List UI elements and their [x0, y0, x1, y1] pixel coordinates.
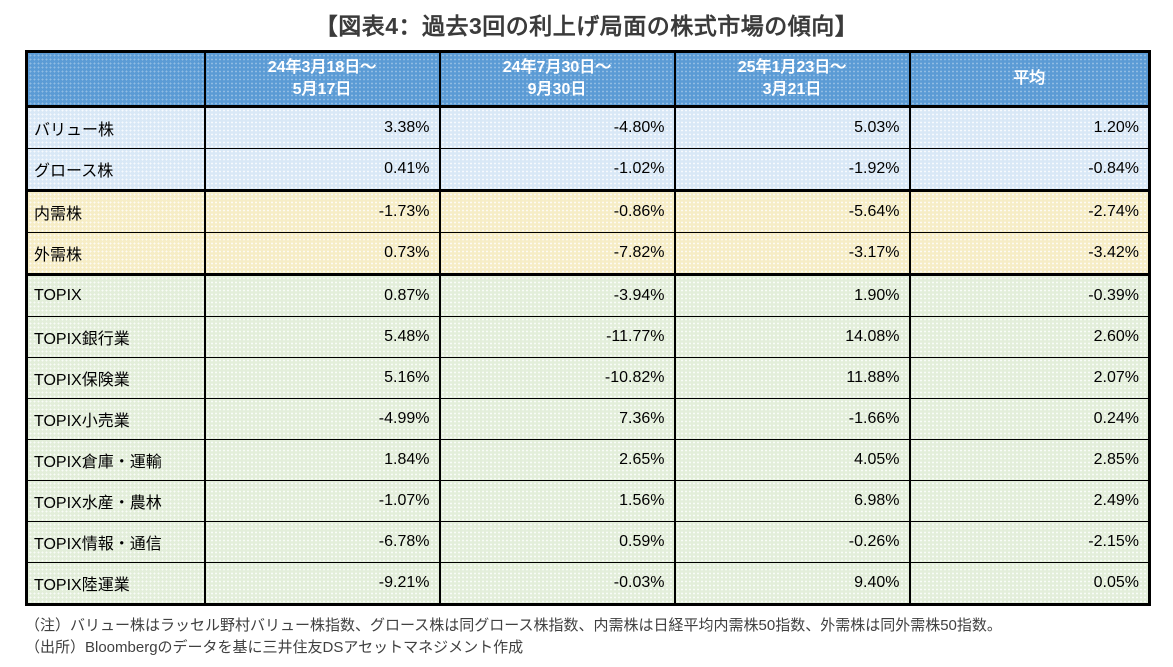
- row-label: TOPIX銀行業: [25, 316, 206, 358]
- table-row: 内需株 -1.73% -0.86% -5.64% -2.74%: [25, 190, 1151, 233]
- row-label: TOPIX倉庫・運輸: [25, 439, 206, 481]
- table-row: TOPIX倉庫・運輸 1.84% 2.65% 4.05% 2.85%: [25, 439, 1151, 481]
- value-cell: 11.88%: [673, 357, 911, 399]
- period-2-line-1: 24年7月30日～: [502, 59, 612, 77]
- value-cell: 0.24%: [908, 398, 1151, 440]
- table-row: バリュー株 3.38% -4.80% 5.03% 1.20%: [25, 106, 1151, 149]
- table-body: バリュー株 3.38% -4.80% 5.03% 1.20% グロース株 0.41% -1.0…: [25, 106, 1151, 605]
- table-row: 外需株 0.73% -7.82% -3.17% -3.42%: [25, 232, 1151, 276]
- value-cell: -6.78%: [203, 521, 441, 563]
- value-cell: 0.41%: [203, 148, 441, 192]
- value-cell: 0.59%: [438, 521, 676, 563]
- value-cell: -10.82%: [438, 357, 676, 399]
- value-cell: 6.98%: [673, 480, 911, 522]
- value-cell: -4.99%: [203, 398, 441, 440]
- row-label: TOPIX保険業: [25, 357, 206, 399]
- value-cell: -1.66%: [673, 398, 911, 440]
- value-cell: 2.07%: [908, 357, 1151, 399]
- value-cell: 4.05%: [673, 439, 911, 481]
- table-row: TOPIX銀行業 5.48% -11.77% 14.08% 2.60%: [25, 316, 1151, 358]
- table-row: TOPIX小売業 -4.99% 7.36% -1.66% 0.24%: [25, 398, 1151, 440]
- value-cell: 1.56%: [438, 480, 676, 522]
- value-cell: 5.16%: [203, 357, 441, 399]
- col-header-average: 平均: [908, 51, 1151, 108]
- value-cell: 0.73%: [203, 232, 441, 276]
- corner-cell: [25, 51, 206, 108]
- value-cell: -5.64%: [673, 190, 911, 233]
- value-cell: -0.03%: [438, 562, 676, 605]
- value-cell: -9.21%: [203, 562, 441, 605]
- row-label: 内需株: [25, 190, 206, 233]
- value-cell: -2.74%: [908, 190, 1151, 233]
- value-cell: -1.73%: [203, 190, 441, 233]
- row-label: 外需株: [25, 232, 206, 276]
- value-cell: 3.38%: [203, 106, 441, 149]
- value-cell: -0.26%: [673, 521, 911, 563]
- value-cell: 2.49%: [908, 480, 1151, 522]
- row-label: TOPIX小売業: [25, 398, 206, 440]
- value-cell: 1.20%: [908, 106, 1151, 149]
- value-cell: 0.87%: [203, 274, 441, 317]
- value-cell: 1.90%: [673, 274, 911, 317]
- period-2-line-2: 9月30日: [527, 81, 587, 98]
- value-cell: -7.82%: [438, 232, 676, 276]
- value-cell: 5.03%: [673, 106, 911, 149]
- note-line: （注）バリュー株はラッセル野村バリュー株指数、グロース株は同グロース株指数、内需…: [25, 617, 1002, 634]
- value-cell: -3.42%: [908, 232, 1151, 276]
- value-cell: 9.40%: [673, 562, 911, 605]
- period-3-line-1: 25年1月23日～: [737, 59, 847, 77]
- average-label: 平均: [1013, 70, 1046, 88]
- row-label: TOPIX情報・通信: [25, 521, 206, 563]
- footnotes: （注）バリュー株はラッセル野村バリュー株指数、グロース株は同グロース株指数、内需…: [25, 615, 1173, 659]
- value-cell: -1.92%: [673, 148, 911, 192]
- value-cell: -3.94%: [438, 274, 676, 317]
- value-cell: -1.02%: [438, 148, 676, 192]
- col-header-period-1: 24年3月18日～ 5月17日: [203, 51, 441, 108]
- value-cell: -4.80%: [438, 106, 676, 149]
- rate-hike-performance-table: 24年3月18日～ 5月17日 24年7月30日～ 9月30日 25年1月23日…: [25, 50, 1151, 606]
- table-row: TOPIX情報・通信 -6.78% 0.59% -0.26% -2.15%: [25, 521, 1151, 563]
- value-cell: 1.84%: [203, 439, 441, 481]
- value-cell: 14.08%: [673, 316, 911, 358]
- value-cell: -2.15%: [908, 521, 1151, 563]
- period-1-line-1: 24年3月18日～: [267, 59, 377, 77]
- period-1-line-2: 5月17日: [292, 81, 352, 98]
- value-cell: 5.48%: [203, 316, 441, 358]
- col-header-period-2: 24年7月30日～ 9月30日: [438, 51, 676, 108]
- source-line: （出所）Bloombergのデータを基に三井住友DSアセットマネジメント作成: [25, 638, 524, 656]
- row-label: バリュー株: [25, 106, 206, 149]
- value-cell: -0.86%: [438, 190, 676, 233]
- table-row: TOPIX保険業 5.16% -10.82% 11.88% 2.07%: [25, 357, 1151, 399]
- value-cell: 7.36%: [438, 398, 676, 440]
- table-row: TOPIX水産・農林 -1.07% 1.56% 6.98% 2.49%: [25, 480, 1151, 522]
- figure-title: 【図表4：過去3回の利上げ局面の株式市場の傾向】: [314, 13, 859, 39]
- row-label: グロース株: [25, 148, 206, 192]
- value-cell: 2.60%: [908, 316, 1151, 358]
- table-row: TOPIX 0.87% -3.94% 1.90% -0.39%: [25, 274, 1151, 317]
- value-cell: -11.77%: [438, 316, 676, 358]
- value-cell: -1.07%: [203, 480, 441, 522]
- table-row: グロース株 0.41% -1.02% -1.92% -0.84%: [25, 148, 1151, 192]
- value-cell: -0.39%: [908, 274, 1151, 317]
- table-row: TOPIX陸運業 -9.21% -0.03% 9.40% 0.05%: [25, 562, 1151, 605]
- row-label: TOPIX水産・農林: [25, 480, 206, 522]
- col-header-period-3: 25年1月23日～ 3月21日: [673, 51, 911, 108]
- row-label: TOPIX: [25, 274, 206, 317]
- row-label: TOPIX陸運業: [25, 562, 206, 605]
- value-cell: 2.85%: [908, 439, 1151, 481]
- value-cell: 2.65%: [438, 439, 676, 481]
- value-cell: -0.84%: [908, 148, 1151, 192]
- value-cell: -3.17%: [673, 232, 911, 276]
- period-3-line-2: 3月21日: [762, 81, 822, 98]
- header-row: 24年3月18日～ 5月17日 24年7月30日～ 9月30日 25年1月23日…: [25, 51, 1151, 108]
- value-cell: 0.05%: [908, 562, 1151, 605]
